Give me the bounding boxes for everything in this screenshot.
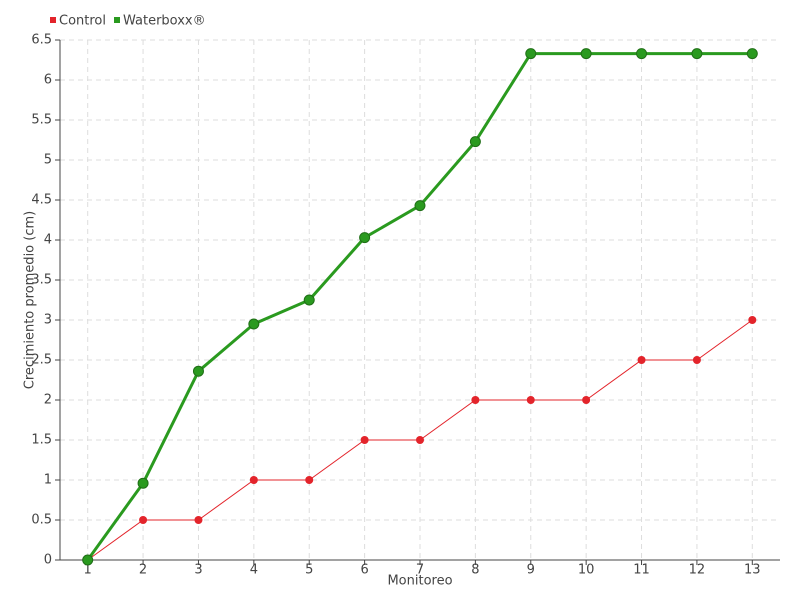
legend-label: Control [59, 14, 106, 29]
x-tick-label: 9 [527, 563, 535, 578]
x-axis-label: Monitoreo [387, 574, 452, 589]
x-tick-label: 6 [360, 563, 368, 578]
x-tick-label: 11 [633, 563, 650, 578]
y-tick-label: 3.5 [31, 273, 52, 288]
data-point [526, 396, 535, 404]
x-tick-label: 13 [744, 563, 761, 578]
legend-swatch [114, 17, 120, 23]
data-point [414, 200, 426, 212]
data-point [637, 356, 646, 364]
data-point [305, 476, 314, 484]
x-tick-label: 7 [416, 563, 424, 578]
x-tick-label: 5 [305, 563, 313, 578]
data-point [691, 48, 703, 60]
data-point [692, 356, 701, 364]
data-point [139, 516, 148, 524]
data-point [249, 476, 258, 484]
y-tick-label: 2.5 [31, 353, 52, 368]
data-point [748, 316, 757, 324]
data-point [359, 232, 371, 244]
x-tick-label: 4 [250, 563, 258, 578]
y-tick-label: 6 [44, 73, 52, 88]
data-point [469, 136, 481, 148]
data-point [137, 477, 149, 489]
data-point [192, 365, 204, 377]
y-tick-label: 0 [44, 553, 52, 568]
y-tick-label: 1.5 [31, 433, 52, 448]
y-tick-label: 3 [44, 313, 52, 328]
x-tick-label: 3 [194, 563, 202, 578]
y-tick-label: 4 [44, 233, 52, 248]
data-point [194, 516, 203, 524]
y-tick-label: 2 [44, 393, 52, 408]
y-tick-label: 5 [44, 153, 52, 168]
legend-label: Waterboxx® [123, 14, 206, 29]
x-tick-label: 2 [139, 563, 147, 578]
legend-swatch [50, 17, 56, 23]
x-tick-label: 10 [578, 563, 595, 578]
data-point [525, 48, 537, 60]
data-point [303, 294, 315, 306]
data-point [746, 48, 758, 60]
data-point [580, 48, 592, 60]
y-tick-label: 4.5 [31, 193, 52, 208]
y-tick-label: 1 [44, 473, 52, 488]
x-tick-label: 1 [84, 563, 92, 578]
data-point [248, 318, 260, 330]
data-point [416, 436, 424, 444]
x-tick-label: 8 [471, 563, 479, 578]
data-point [582, 396, 591, 404]
data-point [360, 436, 369, 444]
x-tick-label: 12 [689, 563, 706, 578]
data-point [471, 396, 480, 404]
y-tick-label: 5.5 [31, 113, 52, 128]
data-point [82, 554, 94, 566]
y-tick-label: 0.5 [31, 513, 52, 528]
data-point [636, 48, 648, 60]
y-tick-label: 6.5 [31, 33, 52, 48]
y-axis-label: Crecimiento promedio (cm) [23, 211, 38, 389]
